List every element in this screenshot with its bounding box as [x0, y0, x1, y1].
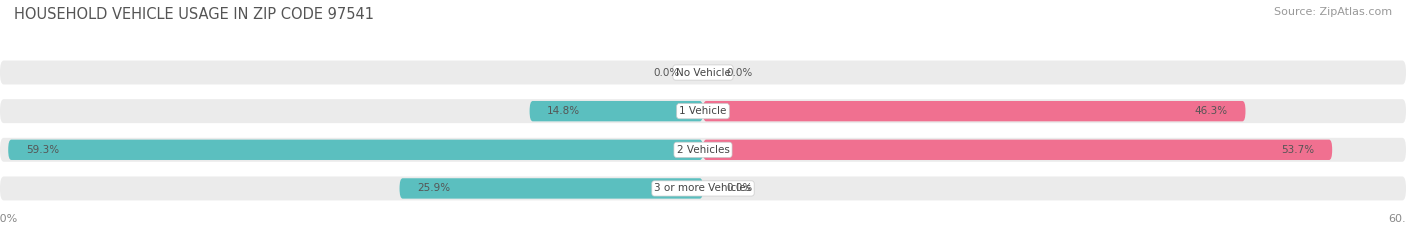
Text: 1 Vehicle: 1 Vehicle — [679, 106, 727, 116]
Text: 0.0%: 0.0% — [727, 68, 752, 78]
Text: No Vehicle: No Vehicle — [675, 68, 731, 78]
FancyBboxPatch shape — [0, 138, 1406, 162]
FancyBboxPatch shape — [703, 140, 1333, 160]
Text: 0.0%: 0.0% — [654, 68, 679, 78]
Text: 59.3%: 59.3% — [25, 145, 59, 155]
Text: 14.8%: 14.8% — [547, 106, 581, 116]
Text: Source: ZipAtlas.com: Source: ZipAtlas.com — [1274, 7, 1392, 17]
FancyBboxPatch shape — [0, 61, 1406, 85]
Text: 2 Vehicles: 2 Vehicles — [676, 145, 730, 155]
Text: HOUSEHOLD VEHICLE USAGE IN ZIP CODE 97541: HOUSEHOLD VEHICLE USAGE IN ZIP CODE 9754… — [14, 7, 374, 22]
FancyBboxPatch shape — [399, 178, 703, 199]
FancyBboxPatch shape — [8, 140, 703, 160]
Text: 0.0%: 0.0% — [727, 183, 752, 193]
Text: 25.9%: 25.9% — [418, 183, 450, 193]
FancyBboxPatch shape — [703, 101, 1246, 121]
Text: 53.7%: 53.7% — [1281, 145, 1315, 155]
Text: 3 or more Vehicles: 3 or more Vehicles — [654, 183, 752, 193]
FancyBboxPatch shape — [0, 176, 1406, 200]
FancyBboxPatch shape — [0, 99, 1406, 123]
FancyBboxPatch shape — [530, 101, 703, 121]
Text: 46.3%: 46.3% — [1195, 106, 1227, 116]
